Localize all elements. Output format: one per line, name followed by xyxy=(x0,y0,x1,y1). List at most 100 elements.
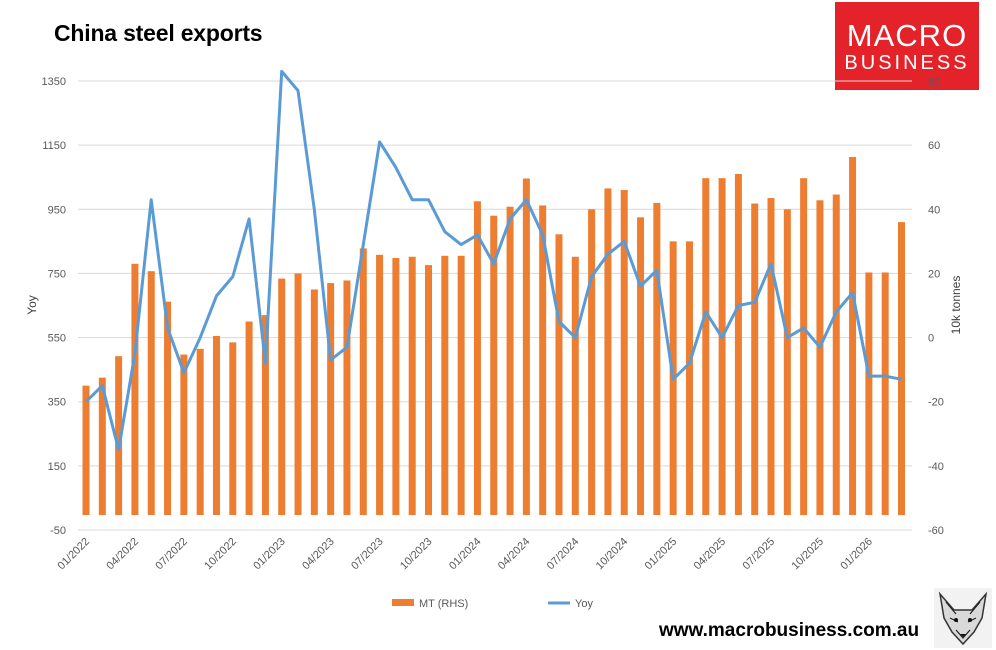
bar-mt xyxy=(278,278,286,515)
left-axis-title: Yoy xyxy=(25,295,39,315)
left-tick-label: 550 xyxy=(48,333,66,345)
bar-mt xyxy=(473,201,481,515)
left-tick-label: 750 xyxy=(48,268,66,280)
bar-mt xyxy=(718,178,726,515)
line-yoy xyxy=(84,69,902,452)
x-tick-label: 10/2022 xyxy=(202,536,239,573)
fox-head-icon xyxy=(934,588,992,648)
x-tick-label: 01/2026 xyxy=(838,536,875,573)
bar-mt xyxy=(849,157,857,516)
logo-line-2: BUSINESS xyxy=(844,52,970,74)
bar-mt xyxy=(783,209,791,516)
x-tick-label: 07/2022 xyxy=(153,536,190,573)
bar-mt xyxy=(392,258,400,515)
x-tick-label: 04/2025 xyxy=(692,536,729,573)
right-tick-label: 40 xyxy=(928,204,940,216)
bar-mt xyxy=(653,202,661,515)
x-tick-label: 10/2023 xyxy=(398,536,435,573)
logo-line-1: MACRO xyxy=(846,18,968,53)
bar-mt xyxy=(343,280,351,515)
right-tick-label: 80 xyxy=(928,76,940,88)
bar-mt xyxy=(115,356,123,515)
bar-mt xyxy=(180,354,188,515)
legend: MT (RHS) Yoy xyxy=(392,598,593,610)
x-tick-label: 01/2023 xyxy=(251,536,288,573)
bar-mt xyxy=(490,215,498,515)
bar-mt xyxy=(800,178,808,515)
x-axis-ticks: 01/2022 04/2022 07/2022 10/2022 01/2023 04/20… xyxy=(56,536,875,573)
x-tick-label: 04/2022 xyxy=(104,536,141,573)
bar-mt xyxy=(620,190,628,516)
left-tick-label: 1350 xyxy=(42,76,66,88)
x-tick-label: 04/2023 xyxy=(300,536,337,573)
bar-mt xyxy=(376,254,384,515)
x-tick-label: 07/2025 xyxy=(741,536,778,573)
bar-mt xyxy=(212,335,220,515)
bar-mt xyxy=(522,178,530,516)
bar-mt xyxy=(898,222,905,515)
bar-mt xyxy=(196,348,204,515)
bar-mt xyxy=(294,273,302,515)
bar-mt xyxy=(359,248,367,516)
x-tick-label: 01/2025 xyxy=(643,536,680,573)
x-tick-label: 01/2024 xyxy=(447,536,484,573)
bar-mt xyxy=(327,283,335,515)
bar-mt xyxy=(637,217,645,515)
right-tick-label: 20 xyxy=(928,268,940,280)
x-tick-label: 07/2023 xyxy=(349,536,386,573)
x-tick-label: 10/2025 xyxy=(789,536,826,573)
bar-series-mt xyxy=(82,157,905,516)
line-series-yoy xyxy=(84,69,902,452)
bar-mt xyxy=(604,188,612,516)
bar-mt xyxy=(734,174,742,515)
right-axis-title: 10k tonnes xyxy=(949,276,963,335)
bar-mt xyxy=(832,194,840,516)
x-tick-label: 07/2024 xyxy=(545,536,582,573)
bar-mt xyxy=(571,256,579,515)
left-tick-label: 950 xyxy=(48,204,66,216)
bar-mt xyxy=(702,178,710,515)
bar-mt xyxy=(441,255,449,515)
left-tick-label: 1150 xyxy=(42,140,66,152)
bar-mt xyxy=(816,200,824,515)
bar-mt xyxy=(588,209,596,516)
x-tick-label: 04/2024 xyxy=(496,536,533,573)
bar-mt xyxy=(685,241,693,515)
right-tick-label: 0 xyxy=(928,333,934,345)
legend-label-mt: MT (RHS) xyxy=(419,598,468,610)
legend-swatch-mt xyxy=(392,599,414,606)
bar-mt xyxy=(751,203,759,515)
bar-mt xyxy=(245,321,253,515)
macrobusiness-logo: MACRO BUSINESS xyxy=(835,2,979,90)
bar-mt xyxy=(767,198,775,515)
bar-mt xyxy=(131,263,139,515)
bar-mt xyxy=(164,301,172,515)
bar-mt xyxy=(147,271,155,515)
bar-mt xyxy=(261,315,269,515)
left-tick-label: -50 xyxy=(50,525,66,537)
left-tick-label: 150 xyxy=(48,461,66,473)
legend-label-yoy: Yoy xyxy=(575,598,593,610)
right-axis-ticks: -60 -40 -20 0 20 40 60 80 xyxy=(928,76,944,537)
bar-mt xyxy=(229,342,237,515)
bar-mt xyxy=(425,265,433,515)
right-tick-label: -60 xyxy=(928,525,944,537)
bar-mt xyxy=(506,206,514,515)
x-tick-label: 10/2024 xyxy=(594,536,631,573)
bar-mt xyxy=(881,272,889,515)
bar-mt xyxy=(82,385,90,515)
right-tick-label: -40 xyxy=(928,461,944,473)
page-title: China steel exports xyxy=(54,20,263,46)
right-tick-label: -20 xyxy=(928,397,944,409)
left-tick-label: 350 xyxy=(48,397,66,409)
bar-mt xyxy=(539,205,547,516)
website-url: www.macrobusiness.com.au xyxy=(659,620,920,641)
bar-mt xyxy=(408,256,416,515)
right-tick-label: 60 xyxy=(928,140,940,152)
bar-mt xyxy=(865,272,873,515)
bar-mt xyxy=(310,289,318,515)
bar-mt xyxy=(98,377,106,515)
bar-mt xyxy=(457,255,465,515)
bar-mt xyxy=(555,234,563,515)
